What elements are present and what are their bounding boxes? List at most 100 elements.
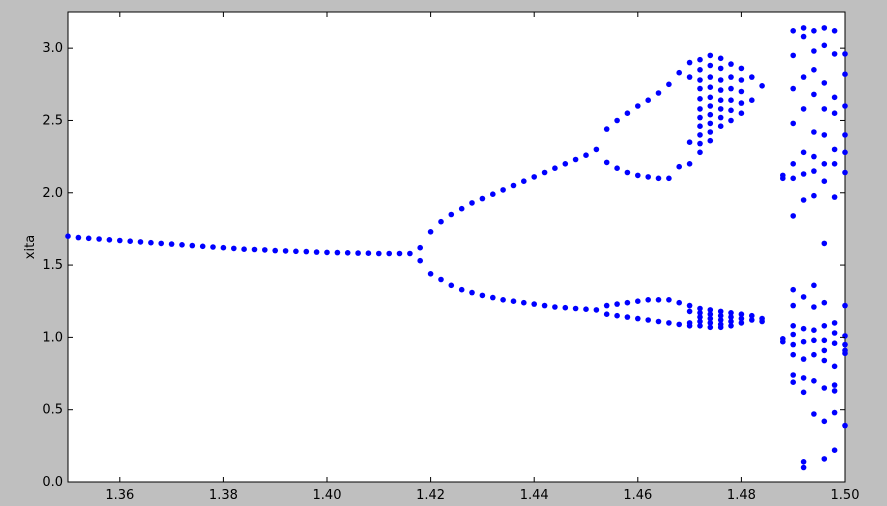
data-point (707, 111, 714, 118)
data-point (759, 83, 765, 89)
data-point (842, 422, 848, 429)
data-point (490, 294, 496, 301)
data-point (811, 48, 817, 54)
data-point (603, 159, 610, 166)
data-point (800, 294, 807, 300)
data-point (811, 337, 817, 344)
data-point (831, 28, 838, 34)
data-point (635, 315, 641, 322)
x-tick-label: 1.42 (416, 488, 445, 503)
data-point (552, 304, 558, 310)
data-point (821, 299, 828, 306)
data-point (127, 238, 133, 244)
data-point (811, 378, 817, 384)
data-point (210, 244, 216, 250)
data-point (717, 87, 724, 93)
data-point (531, 301, 537, 307)
data-point (831, 320, 838, 326)
data-point (831, 363, 838, 370)
plot-area (67, 11, 846, 483)
data-point (821, 337, 828, 344)
data-point (842, 51, 848, 57)
data-point (645, 317, 651, 323)
data-point (334, 249, 341, 256)
data-point (655, 175, 662, 182)
data-point (821, 80, 828, 86)
data-point (790, 302, 796, 309)
data-point (666, 297, 672, 303)
y-tick-label: 0.5 (42, 403, 63, 418)
data-point (282, 248, 289, 254)
data-point (821, 25, 828, 31)
data-point (800, 74, 807, 80)
data-point (728, 74, 734, 80)
data-point (707, 311, 714, 318)
data-point (831, 146, 838, 153)
data-point (790, 28, 796, 34)
data-point (624, 314, 631, 320)
data-point (262, 247, 268, 253)
data-point (241, 246, 247, 252)
data-point (842, 302, 848, 309)
data-point (790, 331, 796, 338)
data-point (707, 94, 714, 101)
data-point (831, 51, 838, 57)
data-point (541, 169, 548, 176)
data-point (790, 120, 796, 127)
data-point (707, 320, 714, 326)
data-point (635, 172, 641, 179)
data-point (583, 152, 589, 158)
data-point (65, 233, 71, 239)
data-point (842, 71, 848, 77)
data-point (386, 250, 393, 257)
data-point (697, 132, 703, 138)
data-point (811, 129, 817, 135)
data-point (842, 132, 848, 138)
data-point (75, 234, 82, 241)
data-point (811, 67, 817, 73)
data-point (676, 321, 682, 328)
data-point (697, 323, 703, 329)
data-point (603, 311, 610, 318)
data-point (469, 289, 475, 296)
data-point (624, 110, 631, 116)
data-point (717, 317, 724, 323)
data-point (697, 114, 703, 121)
data-point (811, 327, 817, 334)
data-point (811, 28, 817, 34)
data-point (800, 33, 807, 40)
data-point (500, 297, 506, 303)
data-point (811, 351, 817, 358)
data-point (510, 182, 517, 189)
data-point (842, 350, 848, 357)
data-point (251, 246, 258, 253)
data-point (728, 314, 734, 320)
data-point (697, 149, 703, 156)
data-point (728, 85, 734, 92)
data-point (427, 271, 434, 277)
data-point (697, 56, 703, 63)
data-point (749, 312, 755, 319)
data-point (137, 239, 144, 245)
data-point (344, 250, 351, 256)
data-point (842, 149, 848, 156)
data-point (458, 205, 465, 212)
data-point (738, 88, 745, 95)
data-point (800, 25, 807, 31)
data-point (396, 250, 403, 257)
data-point (313, 249, 320, 255)
data-point (686, 308, 693, 315)
data-point (655, 297, 662, 303)
data-point (821, 357, 828, 364)
data-point (800, 464, 807, 471)
data-point (707, 103, 714, 109)
data-point (821, 456, 828, 462)
data-point (676, 299, 682, 306)
data-point (811, 411, 817, 417)
data-point (707, 307, 714, 313)
x-tick-label: 1.36 (105, 488, 134, 503)
data-point (707, 129, 714, 135)
data-point (811, 153, 817, 160)
data-point (614, 117, 620, 124)
